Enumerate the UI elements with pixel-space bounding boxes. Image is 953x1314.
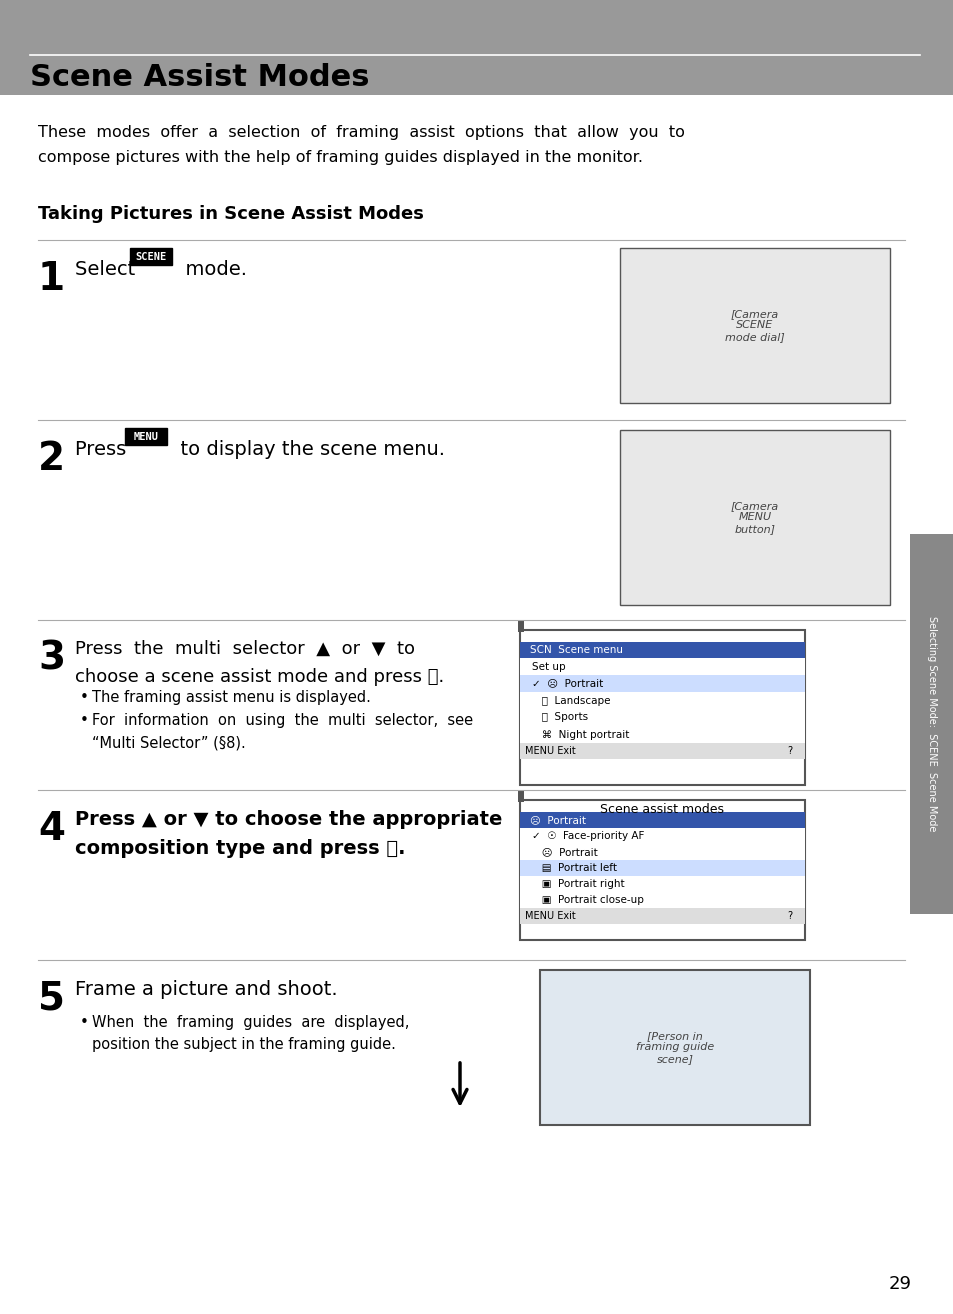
Bar bbox=[619, 248, 889, 403]
Text: [Person in
framing guide
scene]: [Person in framing guide scene] bbox=[636, 1031, 714, 1064]
Text: •: • bbox=[80, 690, 89, 706]
Text: These  modes  offer  a  selection  of  framing  assist  options  that  allow  yo: These modes offer a selection of framing… bbox=[38, 125, 684, 164]
Bar bbox=[519, 629, 804, 784]
Bar bbox=[519, 742, 804, 759]
Bar bbox=[517, 790, 523, 802]
Bar bbox=[519, 658, 804, 675]
Bar bbox=[0, 0, 953, 95]
Text: ▣  Portrait right: ▣ Portrait right bbox=[532, 879, 624, 890]
Bar bbox=[130, 248, 172, 265]
Text: SCENE: SCENE bbox=[135, 252, 167, 261]
Bar bbox=[125, 428, 167, 445]
Text: MENU Exit: MENU Exit bbox=[524, 746, 576, 756]
Text: [Camera
MENU
button]: [Camera MENU button] bbox=[730, 501, 779, 533]
Text: Frame a picture and shoot.: Frame a picture and shoot. bbox=[75, 980, 337, 999]
Bar bbox=[519, 800, 804, 940]
Text: For  information  on  using  the  multi  selector,  see
“Multi Selector” (§8).: For information on using the multi selec… bbox=[91, 714, 473, 750]
Text: Scene assist modes: Scene assist modes bbox=[599, 803, 723, 816]
Text: ☹  Portrait: ☹ Portrait bbox=[532, 848, 598, 857]
Bar bbox=[519, 812, 804, 828]
Text: •: • bbox=[80, 714, 89, 728]
Text: When  the  framing  guides  are  displayed,
position the subject in the framing : When the framing guides are displayed, p… bbox=[91, 1014, 409, 1053]
Bar bbox=[539, 970, 809, 1125]
Text: ⌘  Night portrait: ⌘ Night portrait bbox=[532, 729, 629, 740]
Text: ⛰  Landscape: ⛰ Landscape bbox=[532, 695, 610, 706]
Text: ✓  ☹  Portrait: ✓ ☹ Portrait bbox=[532, 678, 602, 689]
Text: ▣  Portrait close-up: ▣ Portrait close-up bbox=[532, 895, 643, 905]
Bar bbox=[519, 844, 804, 859]
Bar bbox=[517, 620, 523, 632]
Bar bbox=[519, 675, 804, 692]
Text: ⛹  Sports: ⛹ Sports bbox=[532, 712, 587, 723]
Text: SCN  Scene menu: SCN Scene menu bbox=[530, 645, 622, 654]
Text: The framing assist menu is displayed.: The framing assist menu is displayed. bbox=[91, 690, 371, 706]
Text: ?: ? bbox=[786, 911, 792, 921]
Bar bbox=[519, 876, 804, 892]
Text: Taking Pictures in Scene Assist Modes: Taking Pictures in Scene Assist Modes bbox=[38, 205, 423, 223]
Bar bbox=[519, 692, 804, 710]
Text: 2: 2 bbox=[38, 440, 65, 478]
Bar bbox=[519, 643, 804, 658]
Text: Press ▲ or ▼ to choose the appropriate
composition type and press ⒪.: Press ▲ or ▼ to choose the appropriate c… bbox=[75, 809, 502, 858]
Text: 1: 1 bbox=[38, 260, 65, 298]
Bar bbox=[519, 859, 804, 876]
Text: ✓  ☉  Face-priority AF: ✓ ☉ Face-priority AF bbox=[532, 830, 643, 841]
Bar bbox=[519, 908, 804, 924]
Bar bbox=[519, 828, 804, 844]
Text: MENU: MENU bbox=[133, 432, 158, 442]
Bar bbox=[519, 710, 804, 727]
Text: mode.: mode. bbox=[172, 260, 247, 279]
Text: 4: 4 bbox=[38, 809, 65, 848]
Text: Press  the  multi  selector  ▲  or  ▼  to
choose a scene assist mode and press ⒪: Press the multi selector ▲ or ▼ to choos… bbox=[75, 640, 444, 686]
Text: ☹  Portrait: ☹ Portrait bbox=[530, 815, 585, 825]
Text: 29: 29 bbox=[887, 1275, 910, 1293]
Text: Press: Press bbox=[75, 440, 132, 459]
Text: ▤  Portrait left: ▤ Portrait left bbox=[532, 863, 617, 872]
Bar bbox=[909, 533, 953, 915]
Bar bbox=[519, 727, 804, 742]
Text: 3: 3 bbox=[38, 640, 65, 678]
Text: Set up: Set up bbox=[532, 661, 565, 671]
Text: to display the scene menu.: to display the scene menu. bbox=[168, 440, 444, 459]
Bar bbox=[619, 430, 889, 604]
Text: •: • bbox=[80, 1014, 89, 1030]
Bar bbox=[519, 892, 804, 908]
Text: ?: ? bbox=[786, 746, 792, 756]
Text: Scene Assist Modes: Scene Assist Modes bbox=[30, 63, 369, 92]
Text: Select: Select bbox=[75, 260, 141, 279]
Text: [Camera
SCENE
mode dial]: [Camera SCENE mode dial] bbox=[724, 309, 784, 342]
Text: Selecting Scene Mode:  SCENE  Scene Mode: Selecting Scene Mode: SCENE Scene Mode bbox=[926, 616, 936, 832]
Text: 5: 5 bbox=[38, 980, 65, 1018]
Text: MENU Exit: MENU Exit bbox=[524, 911, 576, 921]
